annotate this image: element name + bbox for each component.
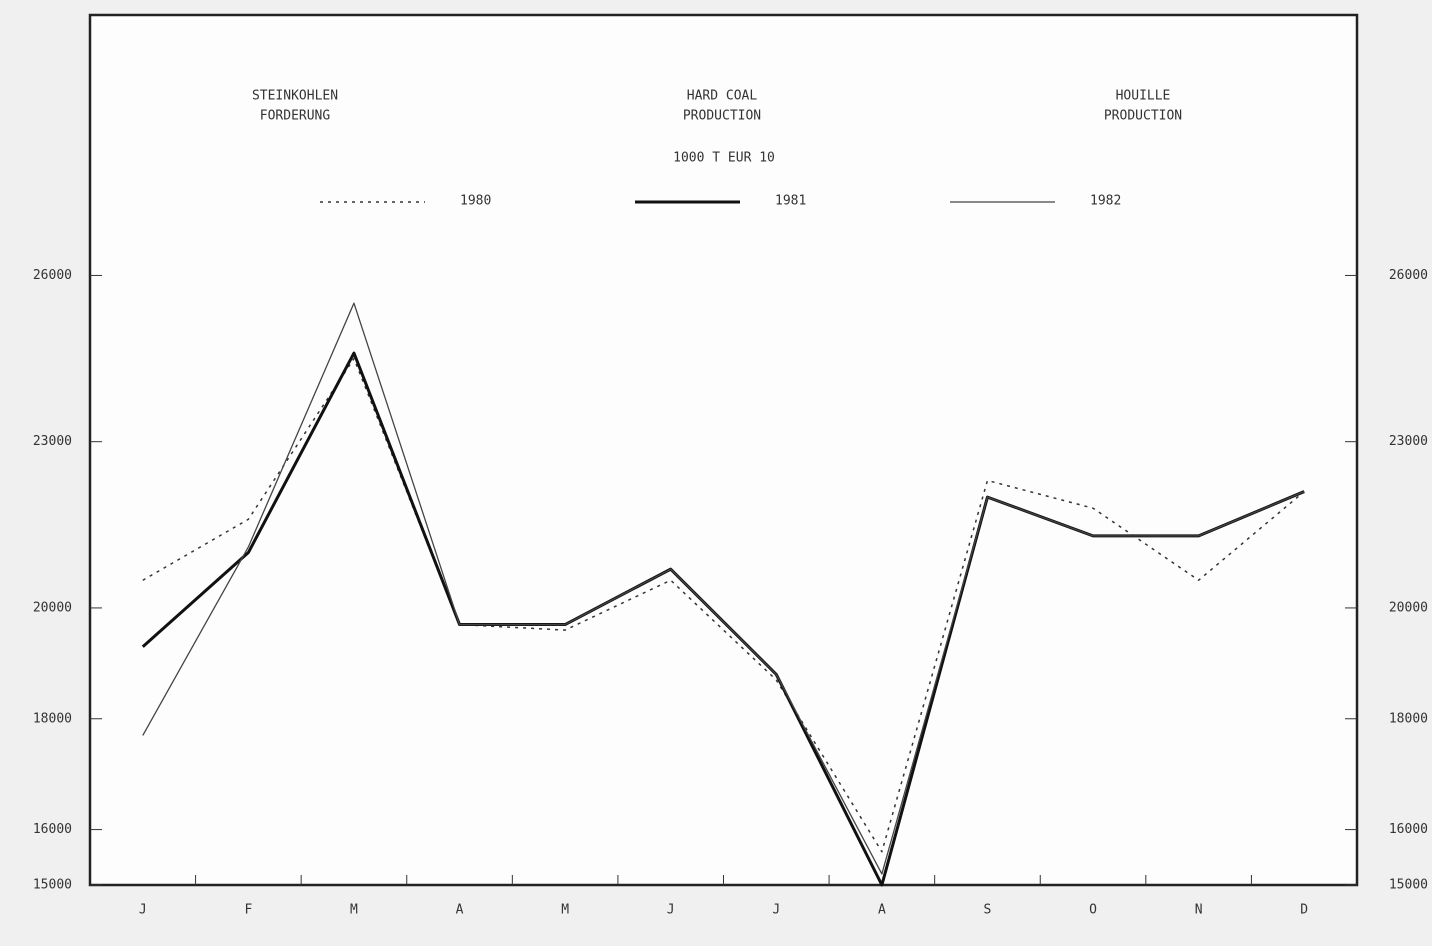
legend-label: 1982 [1090, 194, 1121, 209]
x-tick-label: O [1089, 903, 1097, 918]
y2-tick-label: 20000 [1389, 600, 1428, 615]
x-tick-label: M [350, 903, 358, 918]
series-line [142, 302, 1305, 875]
x-tick-label: A [456, 903, 464, 918]
legend-label: 1980 [460, 194, 491, 209]
x-tick-label: S [984, 903, 992, 918]
x-tick-label: F [244, 903, 252, 918]
title-line: STEINKOHLEN [252, 89, 338, 104]
title-line: HOUILLE [1116, 89, 1171, 104]
y-tick-label: 23000 [33, 434, 72, 449]
legend-label: 1981 [775, 194, 806, 209]
y2-tick-label: 23000 [1389, 434, 1428, 449]
title-line: FORDERUNG [260, 109, 331, 124]
x-tick-label: J [772, 903, 780, 918]
title-line: HARD COAL [687, 89, 758, 104]
x-tick-label: D [1300, 903, 1308, 918]
title-line: PRODUCTION [1104, 109, 1182, 124]
subtitle: 1000 T EUR 10 [673, 151, 775, 166]
y2-tick-label: 18000 [1389, 711, 1428, 726]
x-tick-label: J [667, 903, 675, 918]
title-line: PRODUCTION [683, 109, 761, 124]
x-tick-label: N [1195, 903, 1203, 918]
y-tick-label: 20000 [33, 600, 72, 615]
y2-tick-label: 26000 [1389, 268, 1428, 283]
plot-frame [88, 13, 1359, 887]
y-tick-label: 18000 [33, 711, 72, 726]
y2-tick-label: 15000 [1389, 878, 1428, 893]
y-tick-label: 26000 [33, 268, 72, 283]
x-tick-label: A [878, 903, 886, 918]
y-tick-label: 15000 [33, 878, 72, 893]
y2-tick-label: 16000 [1389, 822, 1428, 837]
x-tick-label: J [139, 903, 147, 918]
x-tick-label: M [561, 903, 569, 918]
y-tick-label: 16000 [33, 822, 72, 837]
